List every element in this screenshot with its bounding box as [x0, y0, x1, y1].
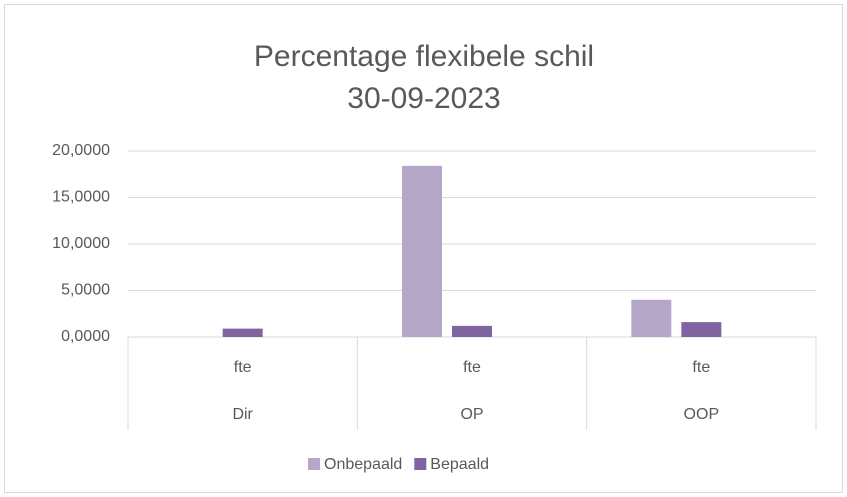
- y-tick-label: 20,0000: [52, 142, 110, 159]
- legend-swatch: [414, 458, 427, 470]
- x-group-label: OP: [460, 406, 483, 423]
- y-tick-label: 10,0000: [52, 235, 110, 252]
- y-tick-label: 5,0000: [61, 282, 110, 299]
- chart-subtitle: 30-09-2023: [347, 82, 500, 115]
- x-tick-label: fte: [463, 359, 481, 376]
- legend-swatch: [308, 458, 320, 470]
- legend-label: Bepaald: [430, 456, 489, 473]
- x-tick-label: fte: [692, 359, 710, 376]
- bar: [402, 165, 442, 337]
- x-group-label: Dir: [232, 406, 253, 423]
- x-tick-label: fte: [234, 359, 252, 376]
- x-group-label: OOP: [684, 406, 720, 423]
- legend-label: Onbepaald: [324, 456, 402, 473]
- bar: [681, 322, 722, 337]
- y-tick-label: 0,0000: [61, 328, 110, 345]
- bar: [222, 328, 263, 337]
- y-tick-label: 15,0000: [52, 189, 110, 206]
- bar: [631, 299, 672, 337]
- bar: [452, 325, 492, 337]
- chart-title: Percentage flexibele schil: [254, 40, 594, 73]
